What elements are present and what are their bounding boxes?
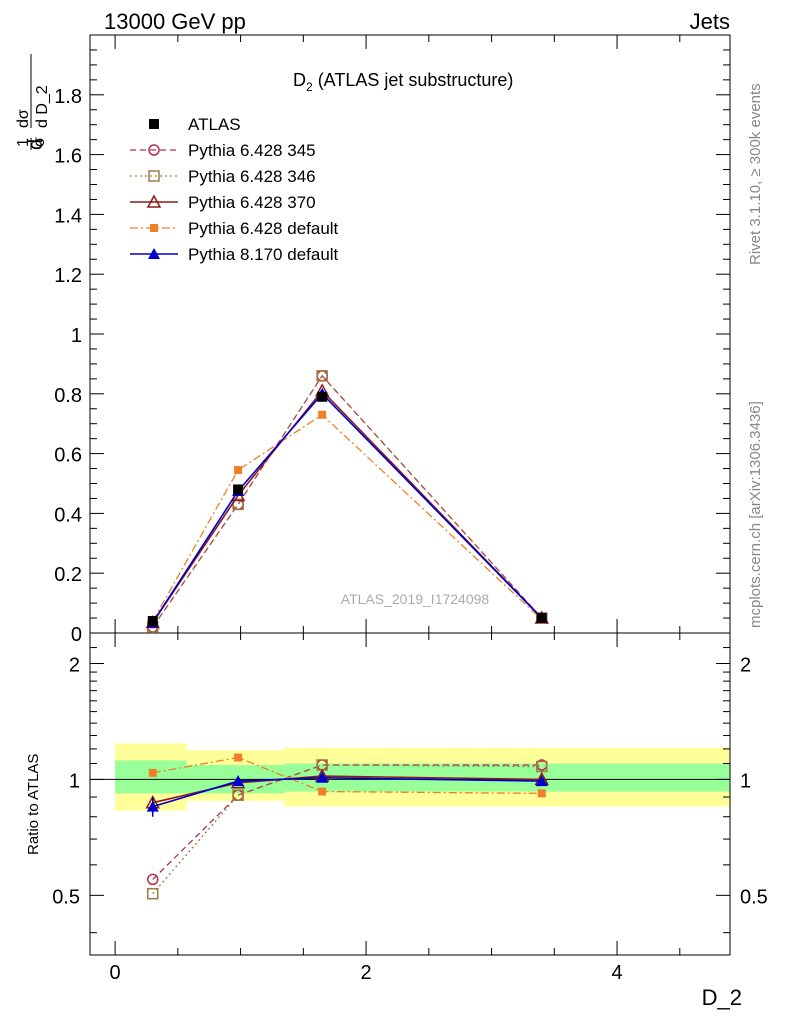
lower-ytick-label: 2 <box>69 654 80 676</box>
ylabel-lower: Ratio to ATLAS <box>25 754 42 855</box>
ratio-point <box>232 789 244 801</box>
legend-marker <box>146 194 162 208</box>
lower-series <box>145 753 550 900</box>
legend-marker <box>148 248 160 259</box>
upper-ytick-label: 1.8 <box>54 86 82 108</box>
xlabel: D_2 <box>702 985 742 1010</box>
lower-axis-ticks: 0.5 0.5 1 1 2 2 0 2 4 <box>52 633 768 984</box>
legend-item: Pythia 6.428 default <box>130 219 339 238</box>
title-main: D <box>293 70 306 90</box>
legend-label: ATLAS <box>188 115 241 134</box>
header-left: 13000 GeV pp <box>104 9 246 34</box>
legend-marker <box>150 224 158 232</box>
upper-ytick-label: 1.2 <box>54 265 82 287</box>
lower-ytick-label: 0.5 <box>52 886 80 908</box>
title-sub: 2 <box>306 80 313 94</box>
lower-ytick-label-right: 2 <box>740 654 751 676</box>
legend-item: ATLAS <box>149 115 241 134</box>
upper-line-1 <box>152 374 543 628</box>
legend-marker <box>149 119 159 129</box>
ratio-point <box>535 775 548 787</box>
legend-label: Pythia 6.428 345 <box>188 141 316 160</box>
upper-ytick-label: 0.8 <box>54 385 82 407</box>
xtick-label: 4 <box>611 962 622 984</box>
legend-label: Pythia 8.170 default <box>188 245 339 264</box>
ylabel-upper: d 1 σ dσ d D_2 <box>15 54 51 150</box>
title-rest: (ATLAS jet substructure) <box>313 70 514 90</box>
ratio-point <box>318 787 327 796</box>
upper-line-3 <box>152 389 543 623</box>
legend-label: Pythia 6.428 default <box>188 219 339 238</box>
ratio-point <box>234 753 243 762</box>
ratio-series-1 <box>146 759 548 900</box>
plot-title: D2 (ATLAS jet substructure) <box>293 70 513 94</box>
upper-point <box>317 391 328 402</box>
green-band-0 <box>115 760 187 794</box>
upper-frame <box>89 34 731 634</box>
lower-ytick-label: 1 <box>69 770 80 792</box>
upper-point <box>233 484 244 495</box>
ratio-point <box>232 775 245 787</box>
ratio-point <box>148 768 157 777</box>
xtick-label: 0 <box>110 962 121 984</box>
header-right: Jets <box>690 9 730 34</box>
upper-ytick-label: 0.6 <box>54 445 82 467</box>
upper-ytick-label: 0.4 <box>54 504 82 526</box>
ratio-series-3 <box>148 753 546 798</box>
legend-marker <box>148 144 160 156</box>
ratio-point <box>536 760 548 773</box>
ratio-point <box>316 771 329 783</box>
svg-text:d: d <box>25 139 47 150</box>
svg-text:σ: σ <box>31 137 48 147</box>
lower-ytick-label-right: 0.5 <box>740 886 768 908</box>
upper-point <box>234 466 243 475</box>
legend-label: Pythia 6.428 370 <box>188 193 316 212</box>
svg-text:1: 1 <box>15 138 32 147</box>
legend: ATLAS Pythia 6.428 345 Pythia 6.428 346 Pyt… <box>130 115 339 264</box>
upper-series-0 <box>147 391 547 627</box>
svg-text:d D_2: d D_2 <box>34 85 51 128</box>
ratio-line-4 <box>152 776 542 808</box>
ratio-point <box>146 887 159 900</box>
upper-ytick-label: 1 <box>71 325 82 347</box>
upper-point <box>316 370 328 382</box>
legend-marker <box>148 170 160 182</box>
upper-line-5 <box>152 392 543 623</box>
ratio-line-3 <box>152 756 542 795</box>
lower-frame <box>89 632 731 956</box>
upper-point <box>318 410 327 419</box>
upper-ytick-label: 1.6 <box>54 146 82 168</box>
upper-point <box>232 498 244 511</box>
upper-line-4 <box>152 413 543 622</box>
ratio-point <box>146 873 159 886</box>
upper-point <box>536 613 547 624</box>
ratio-line-1 <box>152 764 542 895</box>
legend-item: Pythia 6.428 370 <box>130 193 316 212</box>
xtick-label: 2 <box>361 962 372 984</box>
upper-point <box>147 616 158 627</box>
legend-item: Pythia 6.428 345 <box>130 141 316 160</box>
svg-text:dσ: dσ <box>15 109 32 128</box>
legend-item: Pythia 8.170 default <box>130 245 339 264</box>
legend-item: Pythia 6.428 346 <box>130 167 316 186</box>
upper-ytick-label: 0.2 <box>54 564 82 586</box>
legend-label: Pythia 6.428 346 <box>188 167 316 186</box>
rivet-label: Rivet 3.1.10, ≥ 300k events <box>747 83 764 265</box>
ratio-point <box>537 789 546 798</box>
upper-ytick-label: 1.4 <box>54 205 82 227</box>
upper-ytick-label: 0 <box>71 624 82 646</box>
lower-ytick-label-right: 1 <box>740 770 751 792</box>
mcplots-label: mcplots.cern.ch [arXiv:1306.3436] <box>747 401 764 628</box>
analysis-watermark: ATLAS_2019_I1724098 <box>341 591 490 607</box>
upper-axis-ticks: 0 0.2 0.4 0.6 0.8 1 1.2 1.4 1.6 1.8 <box>54 35 730 646</box>
upper-line-2 <box>152 374 543 628</box>
upper-series <box>145 370 550 633</box>
